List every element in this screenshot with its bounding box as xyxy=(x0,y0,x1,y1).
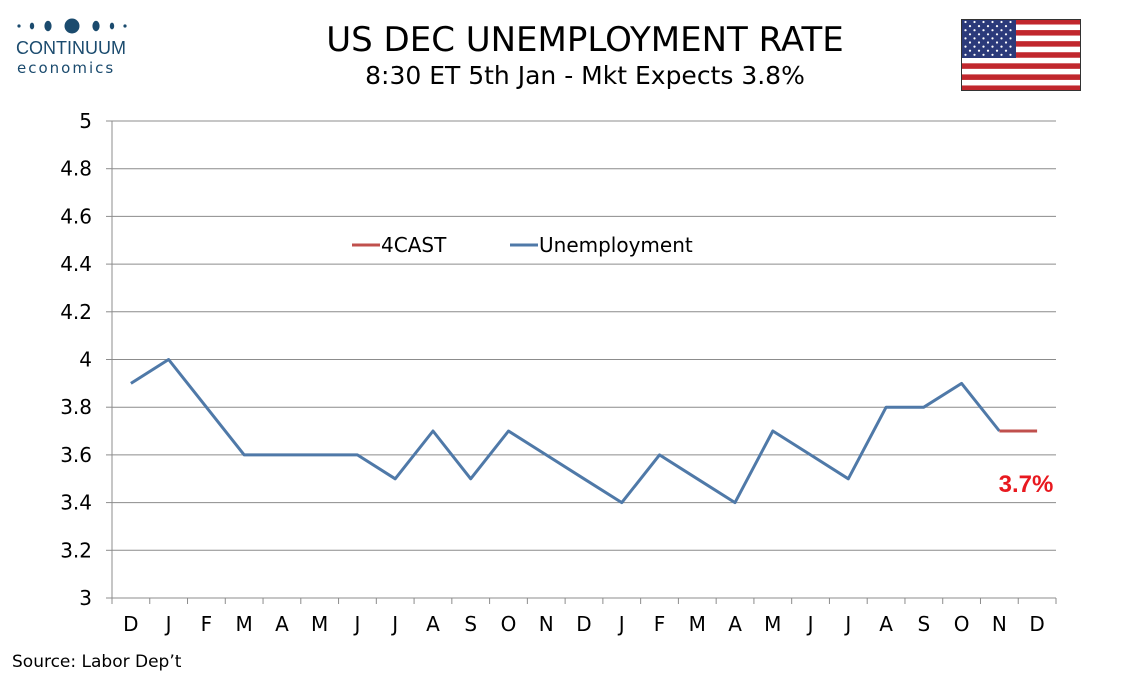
x-tick-label: N xyxy=(539,612,554,636)
x-tick-label: S xyxy=(464,612,477,636)
y-tick-label: 5 xyxy=(79,109,92,133)
x-tick-label: F xyxy=(201,612,213,636)
y-tick-label: 3 xyxy=(79,586,92,610)
logo-dots-icon xyxy=(17,18,127,34)
x-tick-label: M xyxy=(236,612,253,636)
series-line-unemployment xyxy=(130,358,1001,505)
x-tick-label: M xyxy=(764,612,781,636)
y-tick-label: 4 xyxy=(79,348,92,372)
x-tick-label: O xyxy=(954,612,970,636)
x-tick-label: A xyxy=(728,612,742,636)
chart-title: US DEC UNEMPLOYMENT RATE xyxy=(326,20,844,60)
x-tick-label: J xyxy=(164,612,172,636)
logo-name: CONTINUUM xyxy=(16,38,126,58)
y-tick-label: 4.4 xyxy=(60,252,92,276)
y-tick-label: 3.8 xyxy=(60,395,92,419)
x-tick-label: M xyxy=(311,612,328,636)
x-tick-label: D xyxy=(1029,612,1044,636)
logo-subtitle: economics xyxy=(17,59,116,77)
source-note: Source: Labor Dep’t xyxy=(12,652,182,672)
x-tick-label: A xyxy=(879,612,893,636)
series-layer xyxy=(130,358,1038,505)
y-tick-label: 3.4 xyxy=(60,491,92,515)
chart-subtitle: 8:30 ET 5th Jan - Mkt Expects 3.8% xyxy=(365,61,805,90)
x-tick-label: D xyxy=(123,612,138,636)
y-tick-label: 4.6 xyxy=(60,204,92,228)
x-tick-label: J xyxy=(352,612,360,636)
x-tick-label: O xyxy=(501,612,517,636)
x-tick-label: J xyxy=(390,612,398,636)
legend-label: 4CAST xyxy=(381,233,447,257)
legend: 4CAST Unemployment xyxy=(352,233,693,257)
x-tick-label: J xyxy=(806,612,814,636)
us-flag-icon xyxy=(961,19,1081,91)
y-tick-label: 4.2 xyxy=(60,300,92,324)
x-tick-label: F xyxy=(654,612,666,636)
y-tick-label: 3.6 xyxy=(60,443,92,467)
x-tick-label: A xyxy=(426,612,440,636)
x-tick-label: S xyxy=(917,612,930,636)
y-tick-label: 3.2 xyxy=(60,538,92,562)
x-tick-label: J xyxy=(843,612,851,636)
forecast-annotation: 3.7% xyxy=(999,471,1054,498)
x-tick-label: D xyxy=(576,612,591,636)
legend-label: Unemployment xyxy=(539,233,693,257)
y-tick-label: 4.8 xyxy=(60,157,92,181)
x-tick-label: M xyxy=(689,612,706,636)
y-axis-ticks: 3 3.2 3.4 3.6 3.8 4 4.2 4.4 4.6 4.8 5 xyxy=(60,109,112,610)
x-tick-label: A xyxy=(275,612,289,636)
continuum-logo: CONTINUUM economics xyxy=(14,14,144,77)
x-tick-label: N xyxy=(992,612,1007,636)
gridlines xyxy=(112,120,1056,599)
x-tick-label: J xyxy=(617,612,625,636)
